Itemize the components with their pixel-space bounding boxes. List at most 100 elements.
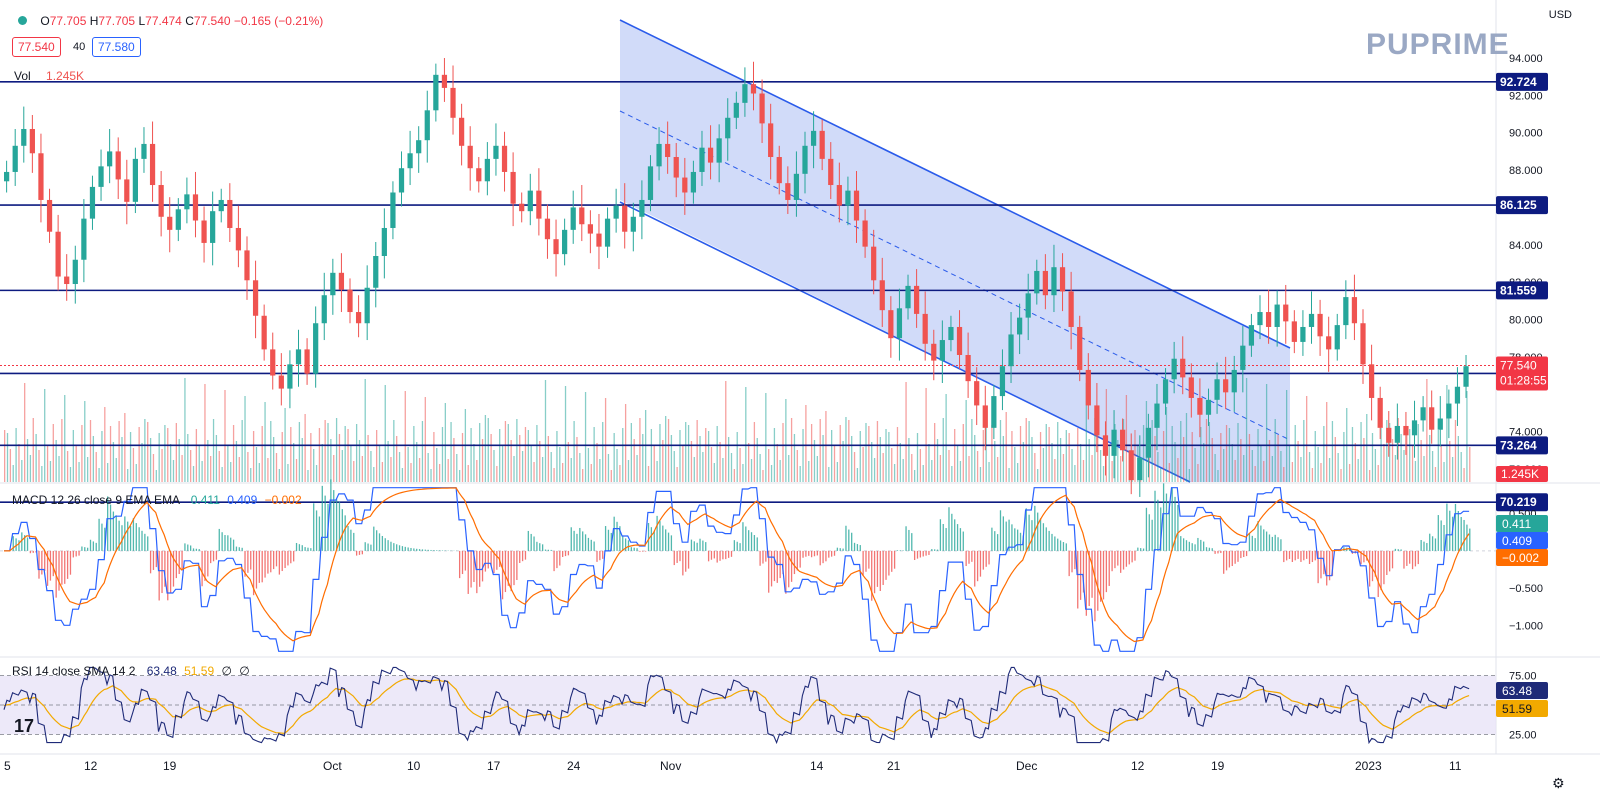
volume-bar (513, 456, 514, 482)
volume-bar (1338, 453, 1339, 482)
volume-bar (1252, 450, 1253, 482)
macd-histogram-bar (1286, 551, 1287, 560)
volume-bar (70, 467, 71, 482)
volume-bar (588, 448, 589, 482)
volume-bar (396, 436, 397, 482)
bid-button[interactable]: 77.540 (12, 37, 61, 57)
macd-histogram-bar (525, 551, 526, 560)
candle-body (356, 312, 361, 323)
volume-bar (233, 425, 234, 482)
volume-bar (808, 461, 809, 482)
macd-histogram-bar (353, 533, 354, 551)
volume-bar (399, 452, 400, 482)
volume-bar (1194, 448, 1195, 482)
macd-histogram-bar (894, 551, 895, 569)
volume-bar (262, 426, 263, 482)
macd-histogram-bar (588, 538, 589, 551)
candle-body (493, 146, 498, 159)
macd-histogram-bar (848, 530, 849, 551)
macd-histogram-bar (84, 547, 85, 551)
candle-body (845, 191, 850, 206)
macd-histogram-bar (345, 515, 346, 551)
macd-histogram-bar (662, 526, 663, 551)
candle-body (571, 207, 576, 229)
volume-bar (476, 460, 477, 482)
macd-histogram-bar (1157, 500, 1158, 551)
macd-histogram-bar (854, 543, 855, 551)
volume-bar (800, 466, 801, 482)
volume-bar (1209, 422, 1210, 482)
macd-histogram-bar (1469, 529, 1470, 551)
volume-bar (1360, 422, 1361, 482)
time-axis-label: 21 (887, 759, 901, 773)
candle-body (1077, 327, 1082, 370)
macd-histogram-bar (1306, 551, 1307, 559)
candle-body (133, 159, 138, 202)
volume-bar (304, 414, 305, 482)
volume-bar (159, 433, 160, 482)
macd-histogram-bar (1252, 536, 1253, 551)
macd-histogram-bar (116, 515, 117, 551)
volume-bar (1157, 452, 1158, 482)
time-axis-label: Nov (660, 759, 681, 773)
macd-histogram-bar (370, 545, 371, 551)
macd-histogram-bar (184, 543, 185, 551)
volume-bar (216, 435, 217, 482)
macd-histogram-bar (213, 551, 214, 561)
volume-bar (141, 443, 142, 482)
candle-body (965, 355, 970, 381)
macd-histogram-bar (1063, 542, 1064, 551)
volume-bar (176, 423, 177, 482)
macd-histogram-bar (719, 551, 720, 561)
candle-body (802, 146, 807, 174)
volume-bar (1286, 390, 1287, 482)
macd-histogram-bar (333, 490, 334, 551)
volume-bar (1403, 450, 1404, 482)
ask-button[interactable]: 77.580 (92, 37, 141, 57)
volume-bar (244, 396, 245, 482)
volume-bar (433, 432, 434, 482)
volume-bar (282, 432, 283, 482)
currency-label[interactable]: USD (1549, 9, 1572, 21)
macd-histogram-bar (605, 526, 606, 551)
volume-bar (599, 459, 600, 482)
macd-histogram-bar (582, 531, 583, 551)
time-axis-label: 12 (1131, 759, 1145, 773)
macd-histogram-bar (1403, 551, 1404, 569)
candle-body (1240, 346, 1245, 370)
level-price-tag-label: 86.125 (1500, 198, 1537, 212)
volume-bar (1234, 460, 1235, 482)
candle-body (47, 200, 52, 232)
volume-bar (264, 402, 265, 482)
volume-bar (1014, 447, 1015, 482)
volume-bar (1303, 420, 1304, 482)
tradingview-logo-icon[interactable]: 17 (14, 716, 34, 737)
current-price-tag-label: 77.540 (1500, 358, 1537, 372)
macd-histogram-bar (1380, 551, 1381, 590)
candle-body (159, 185, 164, 217)
macd-histogram-bar (1106, 551, 1107, 592)
macd-histogram-bar (133, 518, 134, 551)
macd-histogram-bar (425, 550, 426, 551)
volume-bar (376, 430, 377, 482)
macd-histogram-bar (1257, 521, 1258, 551)
candle-body (1120, 430, 1125, 451)
candle-body (742, 84, 747, 103)
candle-body (201, 221, 206, 243)
macd-histogram-bar (725, 551, 726, 559)
volume-bar (994, 441, 995, 482)
volume-bar (456, 454, 457, 482)
candle-body (1008, 334, 1013, 366)
volume-bar (1023, 442, 1024, 482)
volume-bar (539, 441, 540, 482)
volume-label: Vol (14, 69, 31, 83)
volume-tag-label: 1.245K (1501, 467, 1539, 481)
macd-histogram-bar (61, 551, 62, 585)
macd-histogram-bar (470, 551, 471, 588)
candle-body (485, 159, 490, 181)
volume-bar (1237, 423, 1238, 482)
settings-gear-icon[interactable]: ⚙ (1552, 775, 1565, 792)
volume-bar (113, 442, 114, 482)
volume-bar (462, 433, 463, 482)
candle-body (1017, 318, 1022, 335)
